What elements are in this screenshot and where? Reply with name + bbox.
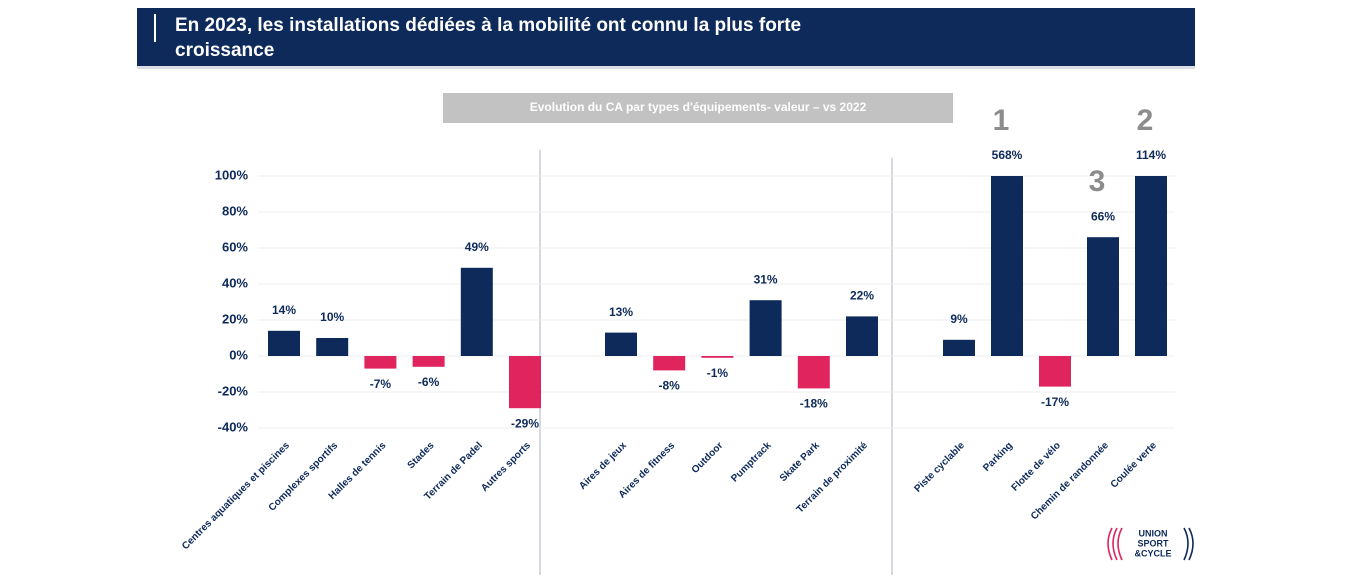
- x-tick-label: Autres sports: [479, 440, 533, 494]
- logo-mark: [1107, 527, 1123, 561]
- y-tick-label: 0%: [229, 347, 248, 362]
- bar: [653, 356, 686, 371]
- data-label: 14%: [272, 303, 296, 317]
- logo-mark: [1183, 527, 1194, 561]
- chart-subtitle: Evolution du CA par types d'équipements-…: [530, 100, 867, 114]
- bar: [1039, 356, 1071, 387]
- x-tick-label: Coulée verte: [1109, 440, 1160, 491]
- x-tick-label: Skate Park: [778, 440, 822, 484]
- logo-text: SPORT: [1137, 538, 1169, 548]
- chart-title: croissance: [175, 40, 274, 61]
- title-banner: [137, 8, 1195, 66]
- rank-annotation: 1: [993, 104, 1010, 137]
- data-label: 31%: [754, 272, 778, 286]
- banner-shadow: [137, 66, 1195, 69]
- data-label: 66%: [1091, 209, 1115, 223]
- data-label: -17%: [1041, 395, 1069, 409]
- data-label: -8%: [659, 379, 681, 393]
- x-tick-label: Piste cyclable: [912, 440, 967, 495]
- x-tick-label: Chemin de randonnée: [1029, 440, 1111, 522]
- subtitle-box: [443, 93, 953, 123]
- data-label: -7%: [370, 377, 392, 391]
- x-tick-label: Pumptrack: [729, 440, 774, 485]
- y-tick-label: -20%: [218, 383, 249, 398]
- x-tick-label: Stades: [406, 440, 437, 471]
- x-tick-label: Aires de jeux: [577, 440, 629, 492]
- rank-annotation: 3: [1089, 165, 1106, 198]
- bar: [364, 356, 397, 369]
- x-tick-label: Parking: [981, 440, 1015, 474]
- data-label: -18%: [800, 397, 828, 411]
- data-label: 568%: [992, 148, 1023, 162]
- data-label: 9%: [950, 312, 968, 326]
- logo-text: UNION: [1139, 528, 1168, 538]
- x-tick-label: Flotte de vélo: [1010, 440, 1063, 493]
- data-label: -6%: [418, 375, 440, 389]
- bar: [1087, 237, 1119, 356]
- bar: [991, 176, 1023, 356]
- bars: [268, 176, 1167, 409]
- data-label: 10%: [320, 310, 344, 324]
- rank-annotation: 2: [1137, 104, 1154, 137]
- data-label: 49%: [465, 240, 489, 254]
- bar: [797, 356, 830, 389]
- bar: [509, 356, 541, 409]
- bar: [316, 338, 349, 356]
- bar: [605, 332, 637, 356]
- y-tick-label: 20%: [222, 311, 248, 326]
- bar: [460, 267, 493, 356]
- bar: [846, 316, 878, 356]
- bar: [701, 356, 734, 358]
- data-label: -1%: [707, 366, 729, 380]
- bar: [268, 330, 300, 356]
- data-label: 114%: [1136, 148, 1166, 162]
- bar: [1135, 176, 1167, 356]
- y-tick-label: 60%: [222, 239, 248, 254]
- y-tick-label: 40%: [222, 275, 248, 290]
- x-tick-label: Outdoor: [690, 440, 726, 476]
- bar: [943, 339, 975, 356]
- chart-title: En 2023, les installations dédiées à la …: [175, 15, 801, 36]
- y-tick-label: 100%: [215, 167, 249, 182]
- data-label: 13%: [609, 305, 633, 319]
- data-label: -29%: [511, 416, 539, 430]
- data-label: 22%: [850, 289, 874, 303]
- y-tick-label: 80%: [222, 203, 248, 218]
- bar: [749, 300, 782, 356]
- y-tick-label: -40%: [218, 419, 249, 434]
- logo: UNION SPORT &CYCLE: [1107, 527, 1194, 561]
- bar: [412, 356, 445, 367]
- logo-text: &CYCLE: [1134, 548, 1171, 558]
